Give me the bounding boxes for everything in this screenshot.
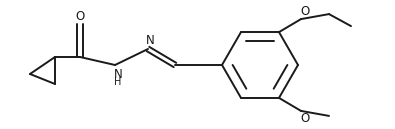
- Text: N: N: [146, 34, 154, 46]
- Text: N: N: [114, 68, 122, 82]
- Text: O: O: [300, 5, 310, 18]
- Text: O: O: [75, 10, 85, 22]
- Text: O: O: [300, 112, 310, 125]
- Text: H: H: [114, 77, 122, 87]
